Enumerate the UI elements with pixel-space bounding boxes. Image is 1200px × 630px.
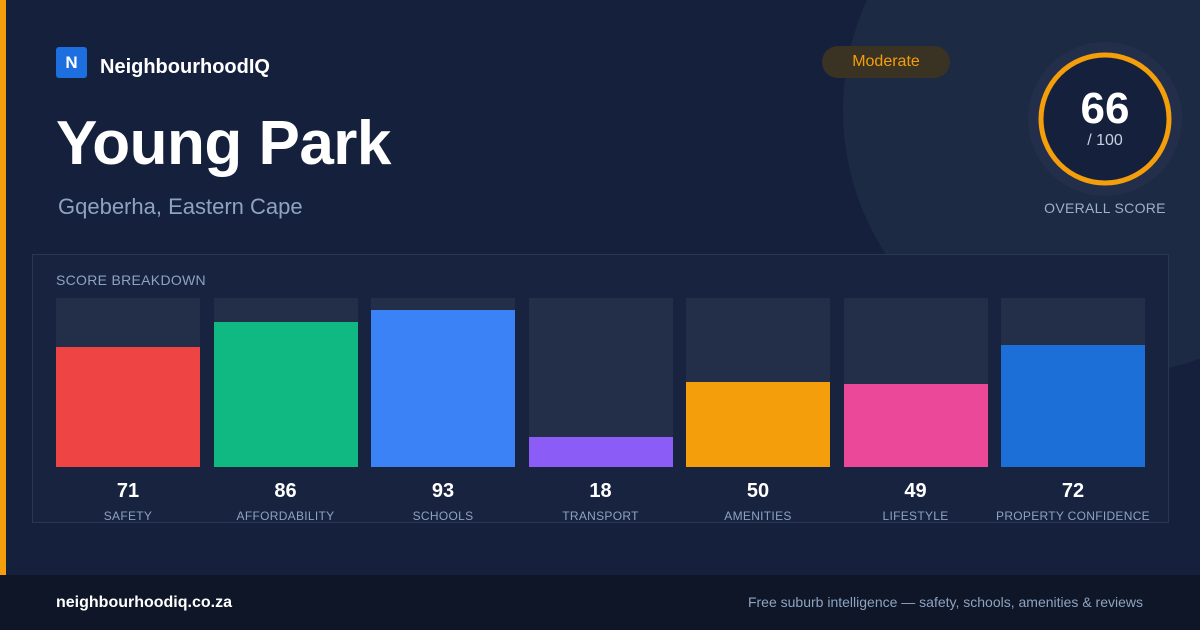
brand-name: NeighbourhoodIQ [100,56,270,78]
bar-track [843,298,988,467]
bar-label: AFFORDABILITY [236,509,335,523]
suburb-location: Gqeberha, Eastern Cape [58,194,303,219]
bar-label: SCHOOLS [412,509,474,523]
bar-track [686,298,830,467]
bar-column: 86 AFFORDABILITY [213,298,358,523]
breakdown-title: SCORE BREAKDOWN [56,272,206,288]
overall-score-max: / 100 [1087,132,1123,149]
bar-fill [213,322,358,467]
bar-label: AMENITIES [724,509,792,523]
overall-score-value: 66 [1080,84,1130,133]
bar-value: 86 [274,480,297,502]
bar-label: LIFESTYLE [882,509,949,523]
overall-score-ring [1028,42,1182,196]
accent-strip [0,0,6,575]
rating-badge: Moderate [822,46,950,78]
bar-value: 93 [431,480,455,502]
bar-fill [371,310,515,467]
footer-url: neighbourhoodiq.co.za [56,594,232,611]
bar-column: 18 TRANSPORT [528,298,673,523]
bar-fill [528,437,673,467]
bar-column: 50 AMENITIES [686,298,830,523]
bar-column: 93 SCHOOLS [371,298,515,523]
brand-logo-icon: N [56,47,87,78]
bar-fill [686,382,830,467]
footer: neighbourhoodiq.co.za Free suburb intell… [0,575,1200,630]
footer-tagline: Free suburb intelligence — safety, schoo… [747,594,1143,610]
bar-value: 72 [1061,480,1085,502]
bar-label: SAFETY [103,509,153,523]
suburb-title: Young Park [56,109,391,178]
bar-fill [1001,345,1145,467]
brand: N NeighbourhoodIQ [56,46,270,79]
bar-track [371,298,515,467]
bar-value: 71 [116,480,140,502]
bar-column: 72 PROPERTY CONFIDENCE [996,298,1150,523]
bar-fill [56,347,200,467]
bar-value: 50 [746,480,770,502]
bar-label: PROPERTY CONFIDENCE [996,509,1150,523]
score-breakdown-panel: SCORE BREAKDOWN 71 SAFETY 86 AFFORDABILITY 9… [32,254,1169,523]
overall-score-caption: OVERALL SCORE [1044,200,1166,216]
bar-track [56,298,200,467]
bar-fill [843,384,988,467]
bar-value: 49 [904,480,927,502]
bar-column: 49 LIFESTYLE [843,298,988,523]
bar-track [528,298,673,467]
bar-column: 71 SAFETY [56,298,200,523]
share-card: N NeighbourhoodIQ Young Park Gqeberha, E… [0,0,1182,575]
bar-value: 18 [589,480,612,502]
bar-label: TRANSPORT [562,509,639,523]
bar-track [1001,298,1145,467]
bar-track [213,298,358,467]
